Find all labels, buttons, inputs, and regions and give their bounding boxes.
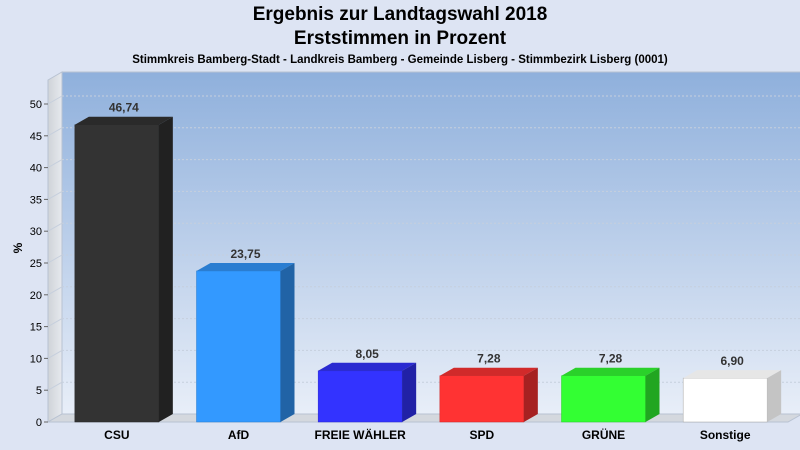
bar-csu: 46,74 [74, 101, 173, 423]
bar-top [74, 116, 173, 125]
bar-top [196, 262, 295, 271]
bars: 46,74 23,75 8,05 7,28 7,28 6,90 [74, 101, 782, 423]
plot-left-wall [47, 71, 63, 423]
y-tick-label: 30 [30, 226, 42, 238]
bar-value-label: 7,28 [477, 352, 501, 366]
y-tick-label: 15 [30, 322, 42, 334]
bar-top [561, 367, 660, 376]
chart-subtitle: Erststimmen in Prozent [293, 28, 507, 49]
y-tick-label: 50 [30, 99, 42, 111]
bar-front [682, 377, 768, 423]
x-tick-label: GRÜNE [582, 427, 625, 442]
gridline-wall [47, 127, 63, 137]
y-tick-label: 40 [30, 163, 42, 175]
y-tick-label: 0 [36, 417, 42, 429]
bar-freie-wähler: 8,05 [317, 347, 417, 423]
gridline-wall [47, 222, 63, 232]
y-tick-label: 5 [36, 385, 42, 397]
gridline-wall [47, 286, 63, 296]
x-tick-label: AfD [228, 428, 250, 442]
y-tick-label: 45 [30, 131, 42, 143]
bar-side [280, 262, 295, 422]
bar-front [317, 370, 403, 423]
bar-value-label: 7,28 [599, 352, 623, 366]
bar-side [158, 116, 173, 423]
x-tick-label: FREIE WÄHLER [314, 427, 406, 442]
gridlines [47, 95, 800, 391]
bar-top [439, 367, 538, 376]
y-axis-label: % [11, 242, 25, 253]
chart-caption: Stimmkreis Bamberg-Stadt - Landkreis Bam… [132, 54, 668, 66]
gridline-wall [47, 381, 63, 391]
bar-front [561, 375, 646, 423]
bar-side [767, 370, 782, 422]
bar-side [523, 367, 538, 422]
x-axis-labels: CSU AfD FREIE WÄHLER SPD GRÜNE Sonstige [104, 427, 751, 442]
bar-side [402, 362, 417, 422]
x-tick-label: SPD [469, 428, 494, 442]
bar-value-label: 46,74 [109, 101, 139, 115]
bar-sonstige: 6,90 [682, 354, 782, 423]
bar-front [439, 375, 525, 423]
bar-value-label: 8,05 [355, 347, 379, 361]
bar-value-label: 23,75 [230, 247, 260, 261]
bar-afd: 23,75 [196, 247, 295, 423]
y-tick-label: 10 [30, 353, 42, 365]
chart-title: Ergebnis zur Landtagswahl 2018 [252, 4, 548, 25]
plot-back-panel [61, 71, 800, 415]
gridline-wall [47, 159, 63, 169]
gridline-wall [47, 349, 63, 359]
bar-top [318, 362, 417, 371]
x-tick-label: CSU [104, 428, 129, 442]
y-tick-label: 35 [30, 194, 42, 206]
bar-side [645, 367, 660, 422]
gridline-wall [47, 190, 63, 200]
bar-front [74, 124, 160, 423]
y-tick-label: 25 [30, 258, 42, 270]
x-tick-label: Sonstige [700, 428, 751, 442]
bar-top [683, 370, 782, 379]
bar-front [196, 270, 281, 423]
gridline-wall [47, 254, 63, 264]
y-axis-ticks: 0 5 10 15 20 25 30 35 40 45 50 [30, 99, 48, 429]
bar-grüne: 7,28 [561, 352, 660, 423]
bar-spd: 7,28 [439, 352, 538, 423]
y-tick-label: 20 [30, 290, 42, 302]
gridline-wall [47, 95, 63, 105]
bar-value-label: 6,90 [720, 354, 744, 368]
gridline-wall [47, 318, 63, 328]
